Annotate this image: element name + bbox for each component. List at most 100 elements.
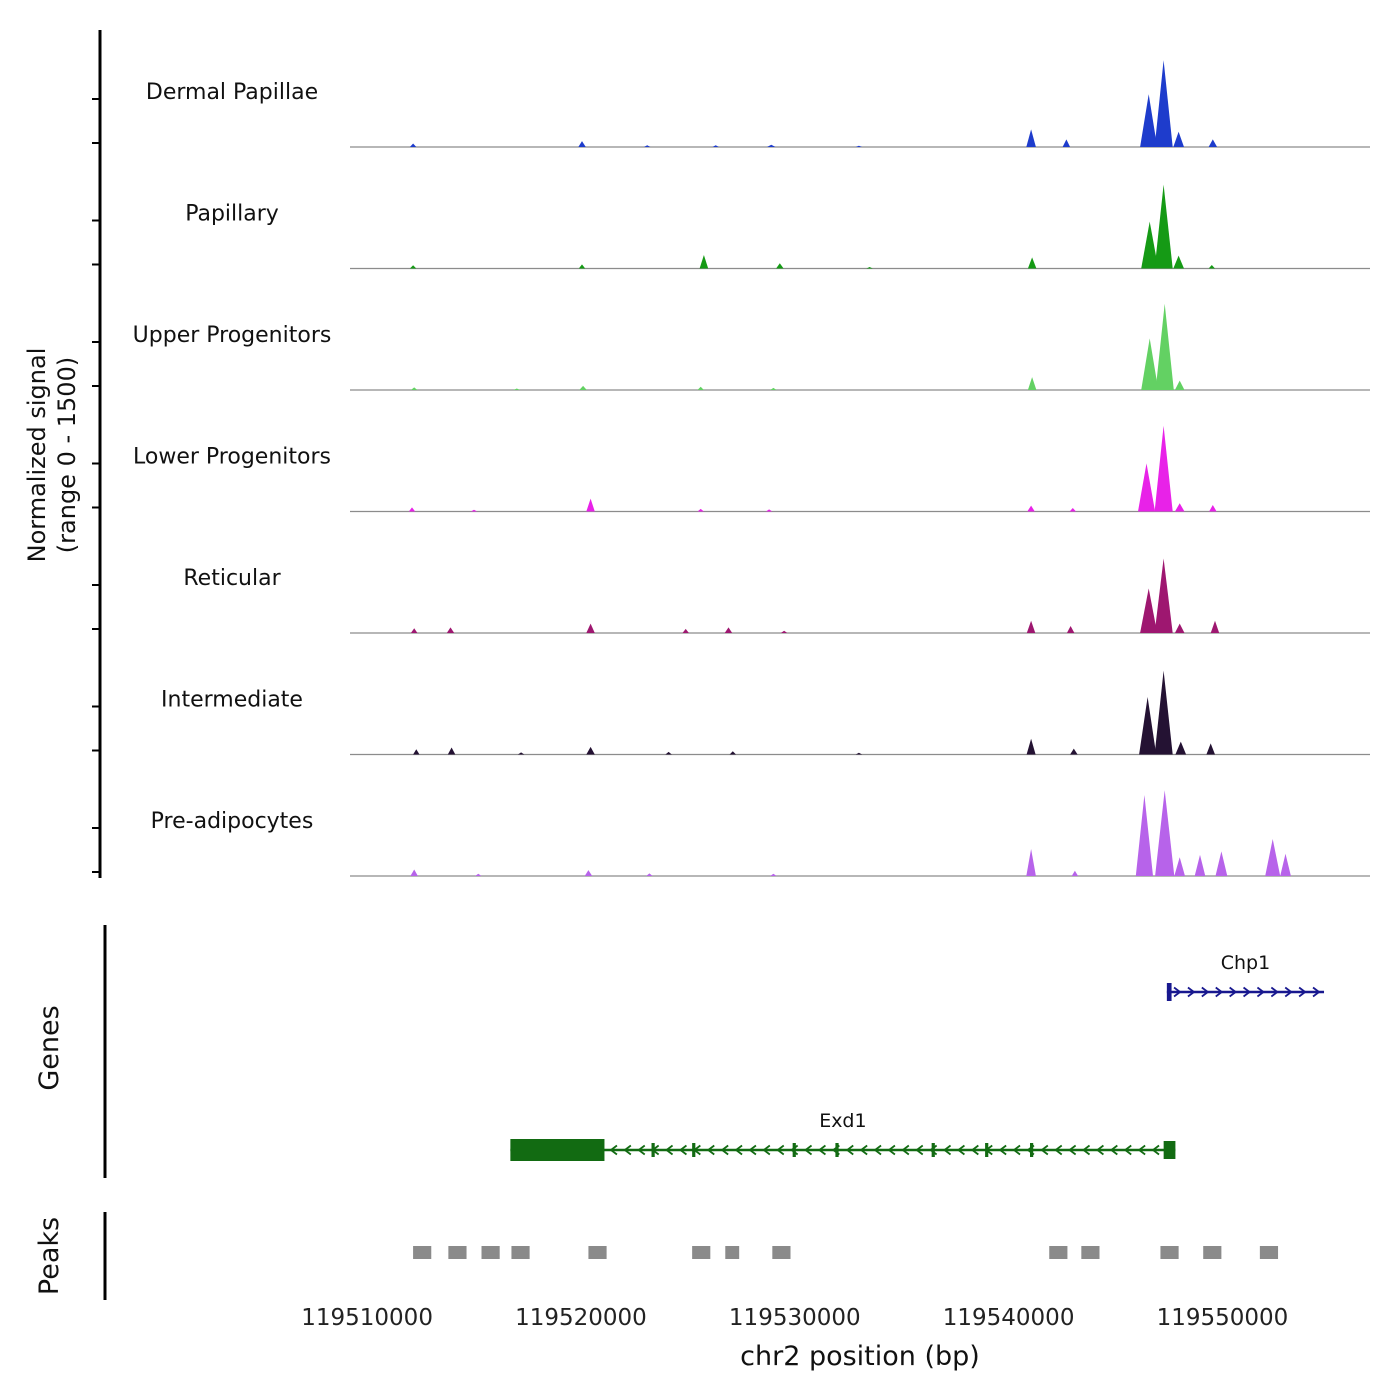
strand-arrow — [1243, 986, 1252, 998]
signal-peak — [586, 623, 595, 633]
signal-peak — [646, 873, 653, 876]
signal-peak — [410, 869, 418, 876]
signal-peak — [1155, 303, 1174, 390]
x-tick-label: 119510000 — [301, 1305, 433, 1331]
strand-arrow — [609, 1144, 618, 1156]
signal-peak — [1194, 854, 1206, 876]
strand-arrow — [1123, 1144, 1132, 1156]
peak-call — [772, 1246, 791, 1259]
strand-arrow — [943, 1144, 952, 1156]
signal-peak — [513, 388, 520, 390]
signal-peak — [410, 628, 418, 633]
signal-peak — [866, 267, 873, 269]
signal-peak — [1141, 221, 1159, 269]
dynamic-chart-layer: Dermal Papillae Papillary Upper Progenitor… — [92, 30, 1370, 1331]
signal-peak — [697, 386, 704, 390]
signal-peak — [697, 508, 704, 512]
gene-exon — [651, 1143, 655, 1157]
signal-peak — [1208, 265, 1215, 269]
strand-arrow — [873, 1144, 882, 1156]
track-label: Intermediate — [161, 688, 303, 713]
gene-exon — [835, 1143, 839, 1157]
strand-arrow — [998, 1144, 1007, 1156]
signal-peak — [712, 145, 719, 147]
strand-arrow — [1256, 986, 1265, 998]
track-label: Reticular — [183, 566, 281, 591]
x-axis-label: chr2 position (bp) — [740, 1341, 980, 1372]
strand-arrow — [734, 1144, 743, 1156]
gene-exon — [692, 1143, 696, 1157]
gene-exon — [985, 1143, 989, 1157]
peak-call — [725, 1246, 740, 1259]
signal-peak — [1027, 505, 1035, 512]
strand-arrow — [1201, 986, 1210, 998]
y-axis-label-line1: Normalized signal — [23, 348, 51, 563]
strand-arrow — [887, 1144, 896, 1156]
strand-arrow — [915, 1144, 924, 1156]
signal-peak — [1026, 129, 1036, 147]
strand-arrow — [1095, 1144, 1104, 1156]
signal-peak — [1140, 94, 1158, 147]
strand-arrow — [1173, 986, 1182, 998]
signal-peak — [1066, 626, 1075, 633]
peak-call — [1160, 1246, 1179, 1259]
strand-arrow — [1012, 1144, 1021, 1156]
strand-arrow — [1312, 986, 1321, 998]
gene-exon — [1163, 1141, 1176, 1159]
signal-peak — [1265, 839, 1281, 876]
strand-arrow — [1298, 986, 1307, 998]
signal-peak — [855, 145, 863, 147]
signal-peak — [1280, 853, 1291, 876]
track-label: Pre-adipocytes — [151, 809, 314, 834]
x-tick-label: 119550000 — [1157, 1305, 1289, 1331]
signal-peak — [724, 627, 733, 633]
gene-exon — [1030, 1143, 1034, 1157]
strand-arrow — [623, 1144, 632, 1156]
signal-peak — [1141, 338, 1159, 390]
gene-exon — [510, 1139, 605, 1161]
signal-peak — [1174, 857, 1185, 876]
signal-peak — [1026, 620, 1036, 633]
peaks-section-label: Peaks — [34, 1217, 65, 1295]
signal-peak — [1173, 255, 1184, 269]
signal-peak — [586, 498, 595, 512]
strand-arrow — [1270, 986, 1279, 998]
strand-arrow — [678, 1144, 687, 1156]
signal-peak — [1071, 870, 1079, 876]
signal-peak — [413, 749, 420, 755]
signal-peak — [1154, 558, 1173, 633]
x-tick-label: 119520000 — [515, 1305, 647, 1331]
strand-arrow — [748, 1144, 757, 1156]
signal-peak — [1062, 139, 1071, 147]
signal-peak — [699, 255, 709, 269]
signal-peak — [1135, 795, 1153, 876]
peak-call — [448, 1246, 467, 1259]
track-label: Lower Progenitors — [133, 445, 331, 470]
strand-arrow — [776, 1144, 785, 1156]
strand-arrow — [706, 1144, 715, 1156]
strand-arrow — [1054, 1144, 1063, 1156]
signal-peak — [447, 747, 456, 755]
signal-peak — [1210, 620, 1220, 633]
signal-peak — [409, 265, 417, 269]
signal-peak — [1139, 697, 1157, 755]
signal-peak — [1069, 508, 1076, 512]
signal-peak — [408, 507, 416, 512]
peak-call — [1049, 1246, 1068, 1259]
signal-peak — [1208, 139, 1218, 147]
x-tick-label: 119540000 — [943, 1305, 1075, 1331]
signal-peak — [729, 751, 736, 755]
strand-arrow — [901, 1144, 910, 1156]
signal-peak — [586, 746, 595, 755]
strand-arrow — [1109, 1144, 1118, 1156]
strand-arrow — [1040, 1144, 1049, 1156]
strand-arrow — [1151, 1144, 1160, 1156]
peak-call — [692, 1246, 711, 1259]
strand-arrow — [817, 1144, 826, 1156]
signal-peak — [1174, 380, 1185, 390]
strand-arrow — [970, 1144, 979, 1156]
peak-call — [1081, 1246, 1100, 1259]
signal-peak — [767, 144, 776, 147]
signal-peak — [1154, 184, 1173, 269]
